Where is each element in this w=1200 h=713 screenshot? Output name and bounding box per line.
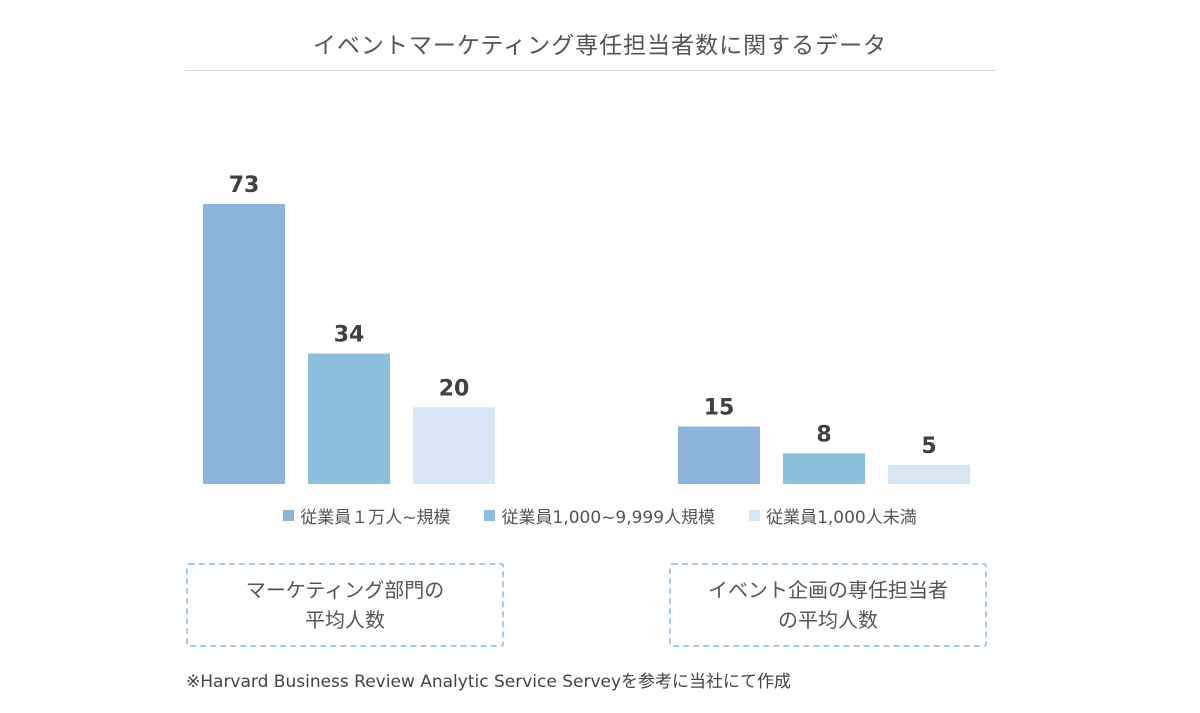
legend-swatch-mid <box>484 510 496 521</box>
data-label-marketing-small: 20 <box>439 376 470 401</box>
bar-event-staff-large <box>678 426 760 484</box>
legend-swatch-small <box>749 510 761 521</box>
footnote: ※Harvard Business Review Analytic Servic… <box>186 672 792 692</box>
data-label-event-staff-large: 15 <box>704 395 735 420</box>
bar-marketing-large <box>203 204 285 484</box>
category-label-marketing: マーケティング部門の 平均人数 <box>186 563 504 647</box>
legend-item-large: 従業員１万人~規模 <box>283 503 450 528</box>
bar-marketing-mid <box>308 353 390 484</box>
legend: 従業員１万人~規模 従業員1,000~9,999人規模 従業員1,000人未満 <box>0 503 1200 528</box>
title-divider <box>185 70 995 71</box>
category-label-event-staff: イベント企画の専任担当者 の平均人数 <box>669 563 987 647</box>
data-label-event-staff-small: 5 <box>921 434 936 459</box>
legend-item-small: 従業員1,000人未満 <box>749 503 917 528</box>
legend-label-small: 従業員1,000人未満 <box>766 508 917 528</box>
bar-marketing-small <box>413 407 495 484</box>
chart-title: イベントマーケティング専任担当者数に関するデータ <box>312 33 888 59</box>
legend-label-mid: 従業員1,000~9,999人規模 <box>501 508 716 528</box>
legend-swatch-large <box>283 510 295 521</box>
data-label-marketing-large: 73 <box>229 173 260 198</box>
legend-label-large: 従業員１万人~規模 <box>300 508 451 528</box>
data-label-event-staff-mid: 8 <box>816 422 831 447</box>
data-label-marketing-mid: 34 <box>334 323 365 348</box>
legend-item-mid: 従業員1,000~9,999人規模 <box>484 503 715 528</box>
bar-event-staff-small <box>888 464 970 484</box>
bar-event-staff-mid <box>783 453 865 484</box>
